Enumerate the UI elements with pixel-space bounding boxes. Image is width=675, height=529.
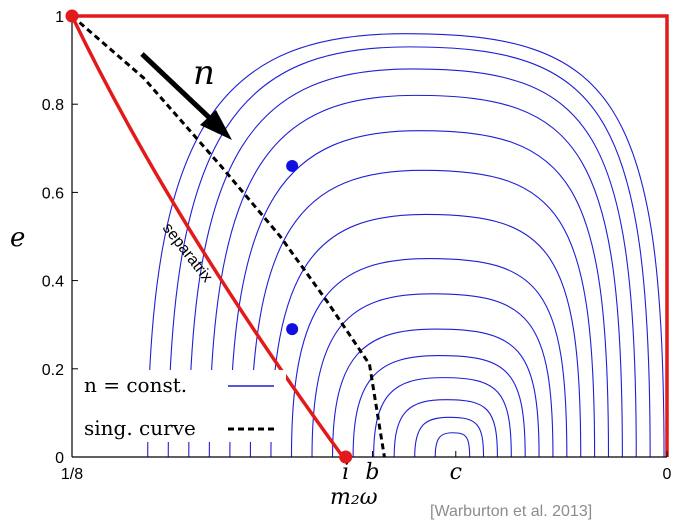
contour-line <box>434 432 471 458</box>
contour-line <box>167 46 651 458</box>
x-axis-label: m₂ω <box>330 485 378 510</box>
y-tick-label: 0.4 <box>42 274 64 291</box>
y-tick-label: 0.2 <box>42 362 64 379</box>
y-tick-label: 1 <box>55 9 64 26</box>
contour-line <box>311 293 554 458</box>
x-ticks: 1/8 i b c 0 <box>61 451 672 485</box>
n-arrow <box>140 52 232 140</box>
contour-line <box>414 416 485 458</box>
legend: n = const. sing. curve <box>78 370 286 442</box>
contour-lines <box>147 33 665 458</box>
separatrix-curve <box>70 15 345 459</box>
singular-curve <box>71 14 386 458</box>
x-tick-label: i <box>342 460 349 485</box>
x-tick-label: 1/8 <box>61 466 83 483</box>
contour-line <box>270 213 582 458</box>
x-tick-label: b <box>365 460 379 485</box>
top-boundary <box>72 14 669 457</box>
contour-line <box>373 377 512 458</box>
contour-line <box>332 328 540 458</box>
y-axis-label: e <box>10 223 25 253</box>
lower-blue-point <box>286 323 299 336</box>
y-tick-label: 0.8 <box>42 97 64 114</box>
legend-label-1: sing. curve <box>84 416 196 440</box>
contour-line <box>352 355 526 458</box>
contour-line <box>188 68 637 458</box>
contour-line <box>208 94 623 458</box>
contour-line <box>229 130 610 458</box>
y-ticks: 0 0.2 0.4 0.6 0.8 1 <box>42 9 78 467</box>
legend-label-0: n = const. <box>84 373 187 397</box>
corner-top-left <box>65 9 79 23</box>
markers <box>65 9 353 464</box>
n-arrow-label: n <box>193 53 215 93</box>
y-tick-label: 0.6 <box>42 185 64 202</box>
contour-line <box>393 399 498 458</box>
point-i <box>339 450 353 464</box>
x-tick-label: 0 <box>663 466 672 483</box>
upper-blue-point <box>286 159 299 172</box>
credit: [Warburton et al. 2013] <box>430 503 592 520</box>
contour-line <box>290 257 568 458</box>
contour-line <box>249 169 596 458</box>
y-tick-label: 0 <box>55 450 64 467</box>
x-tick-label: c <box>450 460 462 485</box>
